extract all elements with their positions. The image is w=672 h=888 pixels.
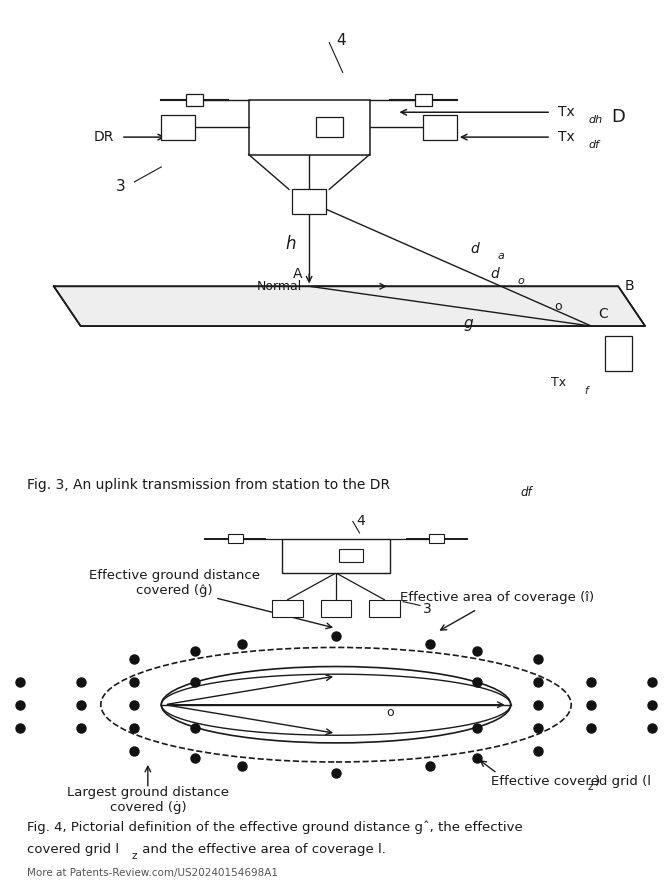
Text: Fig. 4, Pictorial definition of the effective ground distance gˆ, the effective: Fig. 4, Pictorial definition of the effe…: [27, 821, 523, 834]
Text: Effective covered grid (l: Effective covered grid (l: [491, 774, 650, 788]
Text: o: o: [316, 197, 323, 210]
Text: df: df: [588, 139, 599, 149]
Text: f: f: [585, 385, 588, 396]
Text: 4: 4: [356, 514, 365, 527]
Bar: [321, 599, 351, 617]
Text: B: B: [625, 280, 634, 293]
Text: df: df: [521, 486, 532, 499]
Text: Effective area of coverage (î): Effective area of coverage (î): [401, 591, 594, 605]
Bar: [370, 599, 399, 617]
Bar: [316, 117, 343, 137]
Text: d: d: [491, 267, 499, 281]
Bar: [423, 115, 457, 139]
Bar: [273, 599, 302, 617]
Bar: [339, 549, 363, 562]
Text: 4: 4: [336, 33, 345, 48]
Text: z: z: [131, 851, 136, 860]
Text: g: g: [464, 316, 473, 331]
Text: C: C: [598, 307, 608, 321]
Text: More at Patents-Review.com/US20240154698A1: More at Patents-Review.com/US20240154698…: [27, 868, 278, 877]
Text: Largest ground distance
covered (ġ): Largest ground distance covered (ġ): [67, 786, 229, 814]
Text: Fig. 3, An uplink transmission from station to the DR: Fig. 3, An uplink transmission from stat…: [27, 479, 390, 492]
Text: h: h: [285, 235, 296, 253]
Bar: [605, 336, 632, 371]
Bar: [292, 189, 326, 214]
Text: A: A: [293, 267, 302, 281]
Text: DR: DR: [94, 131, 114, 144]
Text: ): ): [595, 774, 600, 788]
Bar: [186, 93, 203, 106]
Text: d: d: [470, 242, 479, 256]
Text: Tx: Tx: [558, 106, 575, 119]
Text: o: o: [386, 706, 394, 719]
Text: o: o: [517, 276, 524, 286]
Text: a: a: [497, 251, 504, 261]
Text: and the effective area of coverage l.: and the effective area of coverage l.: [138, 844, 386, 856]
Bar: [161, 115, 195, 139]
Text: D: D: [612, 108, 625, 126]
Bar: [249, 99, 370, 155]
Polygon shape: [54, 286, 645, 326]
Text: covered grid l: covered grid l: [27, 844, 119, 856]
Bar: [228, 535, 243, 543]
Bar: [415, 93, 431, 106]
Bar: [429, 535, 444, 543]
Text: 3: 3: [116, 179, 126, 194]
Text: z: z: [588, 781, 593, 792]
Text: Normal: Normal: [257, 280, 302, 293]
Text: Tx: Tx: [551, 376, 566, 389]
Text: o: o: [554, 299, 562, 313]
Text: dh: dh: [588, 115, 602, 124]
Text: Effective ground distance
covered (ĝ): Effective ground distance covered (ĝ): [89, 568, 260, 597]
Text: 3: 3: [423, 602, 432, 616]
Bar: [282, 539, 390, 573]
Text: Tx: Tx: [558, 131, 575, 144]
